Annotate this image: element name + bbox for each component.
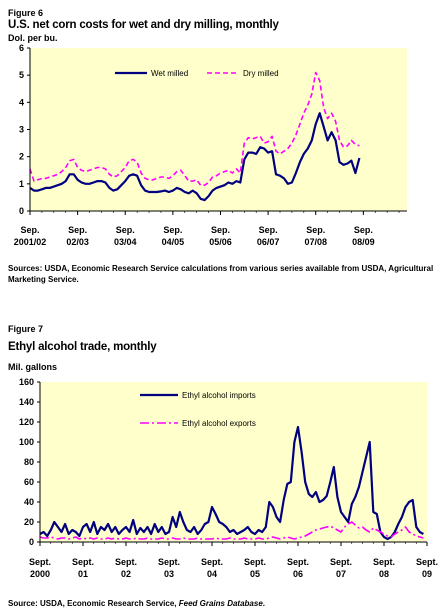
figure-6-y-tick-label: 0	[19, 206, 24, 216]
figure-7-x-tick-label: Sept.	[201, 557, 223, 567]
figure-6-y-tick-label: 1	[19, 179, 24, 189]
figure-7-y-tick-label: 20	[24, 517, 34, 527]
figure-6-unit: Dol. per bu.	[8, 33, 58, 43]
figure-7-x-tick-label: 09	[422, 569, 432, 579]
figure-6-x-tick-label: Sep.	[116, 225, 135, 235]
figure-6-legend-label: Dry milled	[243, 69, 279, 78]
figure-7-x-tick-label: Sept.	[287, 557, 309, 567]
figure-7-y-tick-label: 40	[24, 497, 34, 507]
figure-6-source: Sources: USDA, Economic Research Service…	[8, 264, 434, 284]
figure-7-source-database: Feed Grains Database	[178, 599, 263, 608]
figure-6-x-tick-label: 04/05	[162, 237, 185, 245]
figure-7-x-tick-label: 08	[379, 569, 389, 579]
figure-7-y-tick-label: 80	[24, 457, 34, 467]
figure-6-title: U.S. net corn costs for wet and dry mill…	[8, 19, 279, 31]
figure-6-y-tick-label: 5	[19, 70, 24, 80]
figure-7-x-tick-label: 06	[293, 569, 303, 579]
figure-6-x-tick-label: Sep.	[68, 225, 87, 235]
figure-7-x-tick-label: 01	[78, 569, 88, 579]
figure-6-x-tick-label: 02/03	[66, 237, 89, 245]
figure-7-x-tick-label: 2000	[30, 569, 50, 579]
figure-7-y-tick-label: 60	[24, 477, 34, 487]
figure-7-unit: Mil. gallons	[8, 362, 58, 372]
figure-6-x-tick-label: Sep.	[211, 225, 230, 235]
figure-7-y-tick-label: 160	[19, 377, 34, 387]
figure-6-x-tick-label: 08/09	[352, 237, 375, 245]
figure-6-x-tick-label: 07/08	[304, 237, 327, 245]
figure-6-series-dry-or-exports-line	[29, 71, 360, 186]
figure-7-y-tick-label: 120	[19, 417, 34, 427]
figure-7-x-tick-label: Sept.	[29, 557, 51, 567]
figure-7-y-tick-label: 100	[19, 437, 34, 447]
figure-6-x-tick-label: Sep.	[354, 225, 373, 235]
figure-7-label: Figure 7	[8, 324, 44, 334]
figure-7-source: Source: USDA, Economic Research Service,…	[8, 598, 438, 609]
figure-7-x-tick-label: 07	[336, 569, 346, 579]
figure-7-source-text: Source: USDA, Economic Research Service,	[8, 599, 179, 608]
figure-7-x-tick-label: 02	[121, 569, 131, 579]
figure-7-x-tick-label: Sept.	[115, 557, 137, 567]
figure-6-x-tick-label: Sep.	[20, 225, 39, 235]
figure-6-label: Figure 6	[8, 8, 44, 18]
figure-7-x-tick-label: Sept.	[72, 557, 94, 567]
figure-7-x-tick-label: Sept.	[244, 557, 266, 567]
figure-6-y-tick-label: 3	[19, 125, 24, 135]
figure-7-x-tick-label: Sept.	[330, 557, 352, 567]
figure-7-y-tick-label: 140	[19, 397, 34, 407]
figure-7-legend-label: Ethyl alcohol imports	[182, 391, 256, 400]
figure-7-source-suffix: .	[262, 599, 266, 608]
figure-7-x-tick-label: 03	[164, 569, 174, 579]
figure-6-y-tick-label: 4	[19, 97, 24, 107]
figure-6-series-wet-or-imports-line	[29, 112, 361, 202]
figure-7-x-tick-label: 05	[250, 569, 260, 579]
figure-6-y-tick-label: 2	[19, 152, 24, 162]
figure-7-title: Ethyl alcohol trade, monthly	[8, 341, 157, 353]
figure-6-x-tick-label: Sep.	[306, 225, 325, 235]
figure-7-chart: 020406080100120140160Sept.2000Sept.01Sep…	[19, 377, 438, 579]
figure-6-x-tick-label: 2001/02	[14, 237, 47, 245]
figure-6-chart: 0 1 2 3 4 5 6 Sep. 2001/02 Sep. 02/03 Sep. 03/04 Sep.…	[14, 43, 407, 245]
figure-7-x-tick-label: Sept.	[373, 557, 395, 567]
figure-6-x-tick-label: 03/04	[114, 237, 137, 245]
figure-6-y-tick-label: 6	[19, 43, 24, 53]
figure-7-plot-area	[40, 382, 427, 542]
figure-7-x-tick-label: Sept.	[158, 557, 180, 567]
figure-6-x-tick-label: Sep.	[163, 225, 182, 235]
figure-7-x-tick-label: Sept.	[416, 557, 438, 567]
figure-7-x-tick-label: 04	[207, 569, 217, 579]
figure-7-series-wet-or-imports-line	[39, 425, 424, 541]
figure-7-legend-label: Ethyl alcohol exports	[182, 419, 256, 428]
figure-6-x-tick-label: 06/07	[257, 237, 280, 245]
figure-6-legend-label: Wet milled	[151, 69, 188, 78]
figure-6-x-tick-label: 05/06	[209, 237, 232, 245]
figure-6-x-tick-label: Sep.	[259, 225, 278, 235]
figure-7-y-tick-label: 0	[29, 537, 34, 547]
